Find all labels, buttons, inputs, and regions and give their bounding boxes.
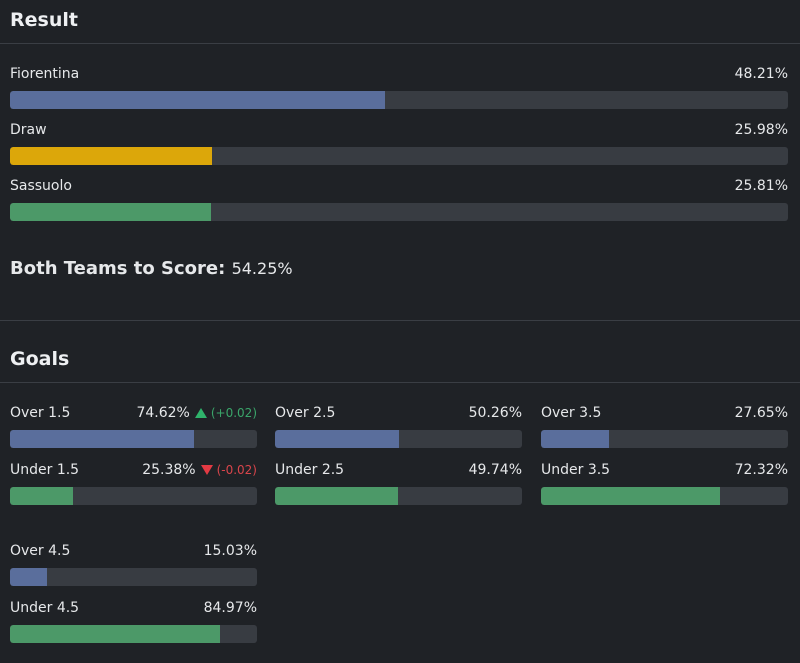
section-divider xyxy=(0,320,800,339)
over-label: Over 1.5 xyxy=(10,405,71,421)
outcome-percent: 48.21% xyxy=(734,66,788,82)
trend-down-icon xyxy=(200,465,213,475)
under-percent: 84.97% xyxy=(203,600,257,616)
goals-section: Goals Over 1.5 74.62% (+0.02) Under 1.5 … xyxy=(0,339,800,661)
outcome-label: Sassuolo xyxy=(10,178,72,194)
under-bar-track xyxy=(275,487,522,505)
goals-body: Over 1.5 74.62% (+0.02) Under 1.5 25.38%… xyxy=(0,383,800,661)
trend-up-icon xyxy=(194,408,207,418)
over-bar-fill xyxy=(10,430,195,448)
under-label: Under 3.5 xyxy=(541,462,611,478)
result-body: Fiorentina 48.21% Draw 25.98% Sassuolo 2… xyxy=(0,44,800,320)
result-title: Result xyxy=(0,0,800,44)
outcome-percent: 25.98% xyxy=(734,122,788,138)
under-bar-track xyxy=(541,487,788,505)
over-percent: 27.65% xyxy=(734,405,788,421)
outcome-away: Sassuolo 25.81% xyxy=(10,176,788,221)
btts-line: Both Teams to Score: 54.25% xyxy=(10,258,293,279)
over-label: Over 3.5 xyxy=(541,405,602,421)
over-percent: 74.62% xyxy=(136,405,190,421)
outcome-bar-track xyxy=(10,147,788,165)
over-bar-track xyxy=(10,568,257,586)
outcome-label: Draw xyxy=(10,122,47,138)
under-label: Under 2.5 xyxy=(275,462,345,478)
result-section: Result Fiorentina 48.21% Draw 25.98% Sas… xyxy=(0,0,800,320)
under-bar-fill xyxy=(541,487,720,505)
over-label: Over 4.5 xyxy=(10,543,71,559)
outcome-percent: 25.81% xyxy=(734,178,788,194)
outcome-label: Fiorentina xyxy=(10,66,80,82)
btts-label: Both Teams to Score: xyxy=(10,258,226,279)
outcome-bar-fill xyxy=(10,147,213,165)
outcome-home: Fiorentina 48.21% xyxy=(10,64,788,109)
under-bar-fill xyxy=(10,625,220,643)
goal-market-3-5: Over 3.5 27.65% Under 3.5 72.32% xyxy=(541,403,788,505)
goal-market-4-5: Over 4.5 15.03% Under 4.5 84.97% xyxy=(10,541,257,643)
over-bar-fill xyxy=(275,430,400,448)
under-bar-track xyxy=(10,487,257,505)
over-bar-track xyxy=(541,430,788,448)
goal-market-1-5: Over 1.5 74.62% (+0.02) Under 1.5 25.38%… xyxy=(10,403,257,505)
over-bar-fill xyxy=(10,568,48,586)
under-percent: 49.74% xyxy=(468,462,522,478)
goals-title: Goals xyxy=(0,339,800,383)
over-label: Over 2.5 xyxy=(275,405,336,421)
over-percent: 50.26% xyxy=(468,405,522,421)
under-label: Under 1.5 xyxy=(10,462,80,478)
under-percent: 25.38% xyxy=(142,462,196,478)
outcome-bar-track xyxy=(10,203,788,221)
over-bar-fill xyxy=(541,430,610,448)
under-label: Under 4.5 xyxy=(10,600,80,616)
outcome-bar-fill xyxy=(10,203,211,221)
under-bar-fill xyxy=(10,487,73,505)
over-percent: 15.03% xyxy=(203,543,257,559)
under-bar-track xyxy=(10,625,257,643)
over-change: (+0.02) xyxy=(210,406,257,420)
over-bar-track xyxy=(275,430,522,448)
over-bar-track xyxy=(10,430,257,448)
under-bar-fill xyxy=(275,487,398,505)
outcome-bar-track xyxy=(10,91,788,109)
btts-value: 54.25% xyxy=(231,259,293,278)
outcome-draw: Draw 25.98% xyxy=(10,120,788,165)
under-percent: 72.32% xyxy=(734,462,788,478)
goal-market-2-5: Over 2.5 50.26% Under 2.5 49.74% xyxy=(275,403,522,505)
outcome-bar-fill xyxy=(10,91,386,109)
under-change: (-0.02) xyxy=(216,463,257,477)
